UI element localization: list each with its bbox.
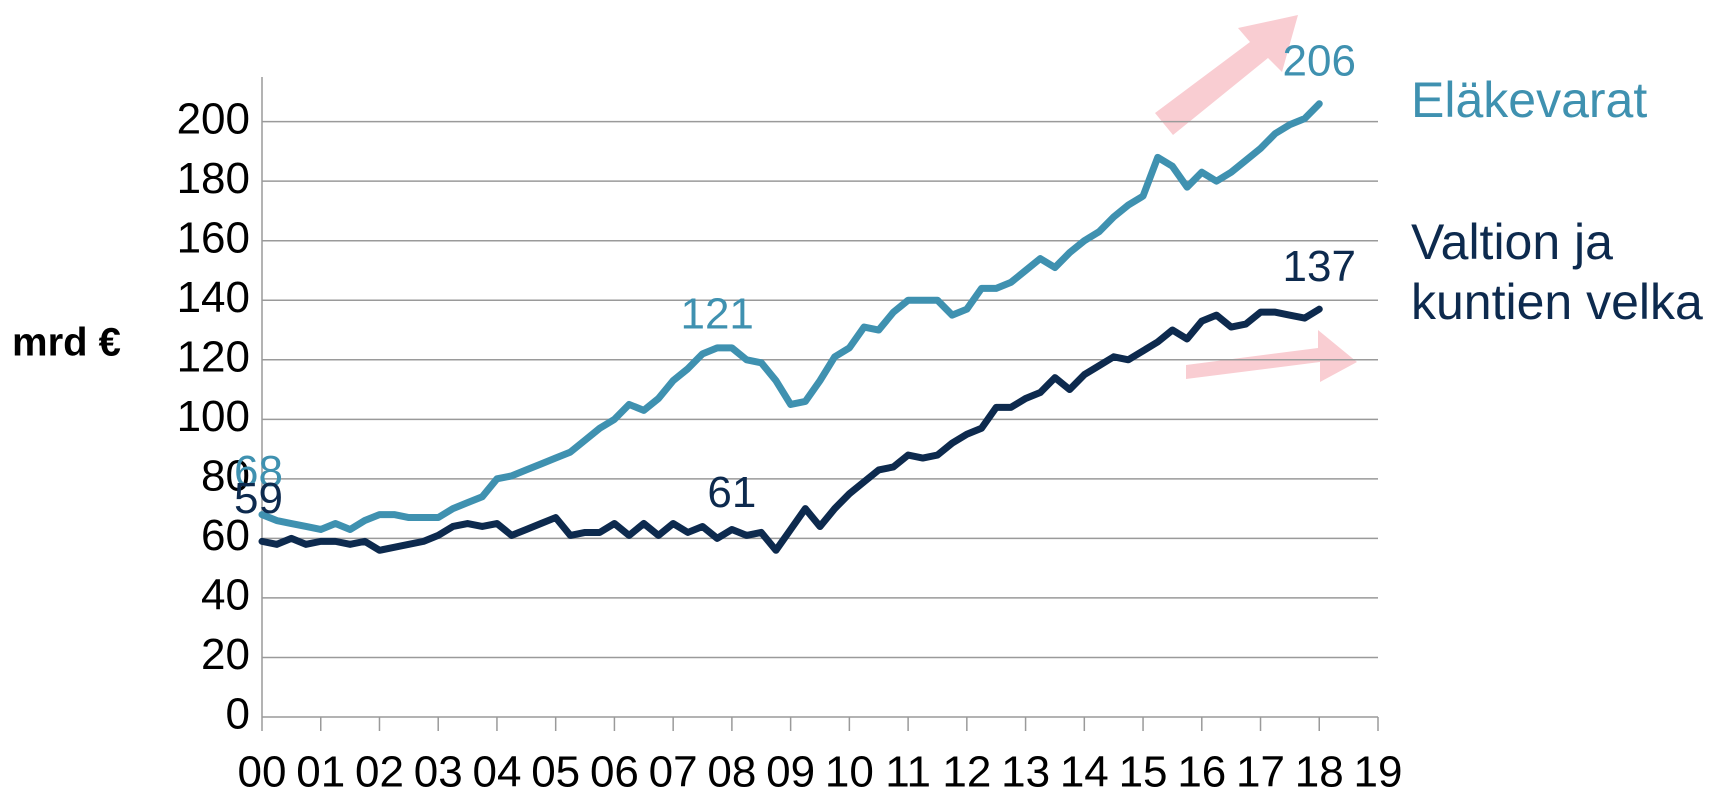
x-tick-label: 16 [1177, 748, 1226, 795]
data-label: 68 [234, 447, 283, 496]
x-tick-label: 12 [942, 748, 991, 795]
data-label: 61 [707, 468, 756, 517]
y-tick-label: 20 [201, 630, 250, 679]
x-tick-label: 14 [1060, 748, 1109, 795]
x-tick-label: 08 [707, 748, 756, 795]
x-tick-label: 03 [414, 748, 463, 795]
data-label: 121 [680, 289, 753, 338]
x-tick-label: 10 [825, 748, 874, 795]
series-line [258, 100, 1323, 533]
x-tick-label: 18 [1295, 748, 1344, 795]
series-label: Valtion ja kuntien velka [1411, 214, 1703, 330]
x-tick-label: 02 [355, 748, 404, 795]
data-label: 137 [1283, 242, 1356, 291]
x-tick-label: 19 [1354, 748, 1403, 795]
x-tick-label: 13 [1001, 748, 1050, 795]
y-tick-label: 140 [177, 273, 250, 322]
x-tick-label: 09 [766, 748, 815, 795]
series-label: Eläkevarat [1411, 72, 1648, 128]
arrow-up [1155, 15, 1298, 135]
y-axis-label: mrd € [12, 321, 121, 365]
y-tick-label: 160 [177, 213, 250, 262]
x-tick-label: 11 [885, 748, 931, 795]
x-tick-label: 00 [238, 748, 287, 795]
y-tick-label: 60 [201, 511, 250, 560]
x-tick-label: 04 [472, 748, 521, 795]
y-tick-label: 100 [177, 392, 250, 441]
arrow-right [1186, 330, 1357, 382]
x-tick-label: 05 [531, 748, 580, 795]
series-line [258, 305, 1323, 554]
x-tick-label: 15 [1119, 748, 1168, 795]
y-tick-label: 200 [177, 94, 250, 143]
y-tick-label: 0 [226, 690, 250, 739]
data-label: 206 [1283, 36, 1356, 85]
y-tick-label: 40 [201, 571, 250, 620]
trend-arrows [1155, 15, 1357, 382]
x-tick-label: 17 [1236, 748, 1285, 795]
y-tick-label: 180 [177, 154, 250, 203]
x-tick-label: 01 [296, 748, 345, 795]
data-label: 59 [234, 474, 283, 523]
y-tick-label: 80 [201, 451, 250, 500]
x-tick-label: 06 [590, 748, 639, 795]
x-tick-label: 07 [649, 748, 698, 795]
y-tick-label: 120 [177, 332, 250, 381]
